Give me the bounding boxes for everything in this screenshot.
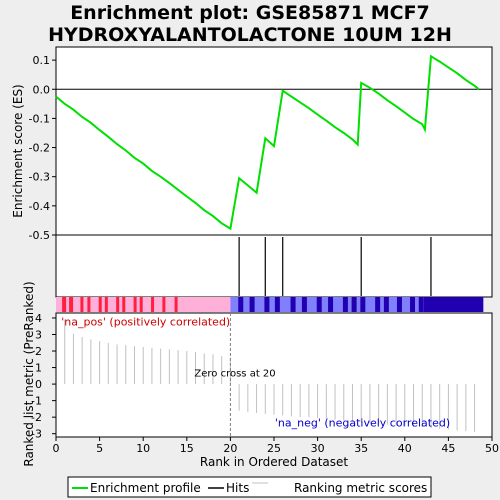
metric-y-tick-label: -2 xyxy=(31,411,42,424)
metric-y-axis-label: Ranked list metric (PreRanked) xyxy=(22,281,36,466)
x-tick-label: 45 xyxy=(441,442,455,455)
x-tick-label: 35 xyxy=(354,442,368,455)
x-tick-label: 50 xyxy=(485,442,499,455)
es-y-tick-label: -0.3 xyxy=(29,171,50,184)
x-tick-label: 0 xyxy=(53,442,60,455)
x-axis-label: Rank in Ordered Dataset xyxy=(200,455,348,469)
negative-correlated-label: 'na_neg' (negatively correlated) xyxy=(275,416,450,429)
color-bar-stripe-positive xyxy=(174,297,178,312)
es-y-tick-label: -0.5 xyxy=(29,229,50,242)
metric-y-tick-label: 4 xyxy=(35,312,42,325)
es-y-tick-label: -0.4 xyxy=(29,200,50,213)
legend-hits-label: Hits xyxy=(226,481,249,495)
es-y-axis-label: Enrichment score (ES) xyxy=(11,84,25,217)
color-bar-stripe-negative xyxy=(396,297,402,312)
color-bar-stripe-negative xyxy=(342,297,348,312)
color-bar-stripe-positive xyxy=(104,297,108,312)
color-bar-stripe-positive xyxy=(133,297,137,312)
es-y-tick-label: 0.1 xyxy=(33,54,51,67)
color-bar-stripe-negative xyxy=(274,297,280,312)
x-tick-label: 5 xyxy=(96,442,103,455)
es-panel: 0.1 0.0 -0.1 -0.2 -0.3 -0.4 -0.5 Enrichment sc… xyxy=(11,46,493,242)
es-curve-group xyxy=(55,54,480,231)
es-y-ticks: 0.1 0.0 -0.1 -0.2 -0.3 -0.4 -0.5 xyxy=(29,54,56,242)
x-axis: 0 5 10 15 20 25 30 35 40 45 50 xyxy=(53,437,499,455)
color-bar-stripe-negative xyxy=(351,297,357,312)
legend-frame xyxy=(67,476,432,498)
hits-panel xyxy=(55,234,493,298)
color-bar-stripe-positive xyxy=(151,297,155,312)
x-tick-label: 10 xyxy=(136,442,150,455)
color-bar-stripe-negative xyxy=(383,297,389,312)
es-y-tick-label: -0.2 xyxy=(29,142,50,155)
x-tick-label: 15 xyxy=(180,442,194,455)
metric-y-tick-label: 0 xyxy=(35,378,42,391)
ranking-color-bar xyxy=(56,297,484,312)
color-bar-stripe-negative xyxy=(316,297,322,312)
color-bar-stripe-negative xyxy=(328,297,334,312)
metric-y-tick-label: -3 xyxy=(31,428,42,441)
metric-bars xyxy=(64,319,476,433)
color-bar-stripe-positive xyxy=(139,297,143,312)
title-line-1: Enrichment plot: GSE85871 MCF7 xyxy=(70,2,430,24)
color-bar-stripe-negative xyxy=(410,297,416,312)
color-bar-stripe-negative xyxy=(290,297,296,312)
color-bar-stripe-negative xyxy=(418,297,424,312)
color-bar-stripe-negative xyxy=(375,297,381,312)
color-bar-stripe-positive xyxy=(80,297,84,312)
metric-panel-frame xyxy=(55,312,493,438)
legend-enrichment-label: Enrichment profile xyxy=(90,481,201,495)
color-bar-stripe-positive xyxy=(162,297,166,312)
plot-title: Enrichment plot: GSE85871 MCF7 HYDROXYAL… xyxy=(0,2,500,46)
color-bar-stripe-positive xyxy=(116,297,120,312)
legend: Enrichment profile Hits Ranking metric s… xyxy=(67,476,432,498)
color-bar-stripe-positive xyxy=(122,297,126,312)
color-bar-stripe-negative xyxy=(423,297,484,312)
x-tick-label: 40 xyxy=(398,442,412,455)
color-bar-stripe-negative xyxy=(249,297,255,312)
hits-panel-frame xyxy=(55,234,493,298)
color-bar-stripe-negative xyxy=(360,297,366,312)
x-tick-label: 25 xyxy=(267,442,281,455)
metric-y-tick-label: -1 xyxy=(31,395,42,408)
es-y-tick-label: 0.0 xyxy=(33,83,51,96)
zero-cross-label: Zero cross at 20 xyxy=(194,369,275,380)
metric-y-tick-label: 1 xyxy=(35,362,42,375)
x-tick-label: 30 xyxy=(311,442,325,455)
x-tick-label: 20 xyxy=(223,442,237,455)
color-bar-stripe-negative xyxy=(238,297,244,312)
es-curve xyxy=(55,54,480,231)
color-bar-stripe-negative xyxy=(301,297,307,312)
positive-correlated-label: 'na_pos' (positively correlated) xyxy=(61,315,230,328)
metric-y-tick-label: 3 xyxy=(35,328,42,341)
legend-metric-label: Ranking metric scores xyxy=(294,481,427,495)
color-bar-stripe-positive xyxy=(62,297,67,312)
color-bar-stripe-positive xyxy=(87,297,91,312)
hit-lines xyxy=(238,237,432,296)
color-bar-stripe-positive xyxy=(69,297,74,312)
color-bar-stripe-positive xyxy=(98,297,102,312)
title-line-2: HYDROXYALANTOLACTONE 10UM 12H xyxy=(48,24,452,46)
metric-y-ticks: 4 3 2 1 0 -1 -2 -3 xyxy=(31,312,56,441)
es-y-tick-label: -0.1 xyxy=(29,112,50,125)
color-bar-stripe-negative xyxy=(264,297,270,312)
metric-y-tick-label: 2 xyxy=(35,345,42,358)
